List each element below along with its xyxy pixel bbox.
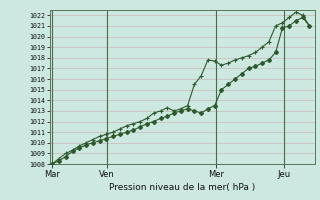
X-axis label: Pression niveau de la mer( hPa ): Pression niveau de la mer( hPa ) xyxy=(109,183,256,192)
